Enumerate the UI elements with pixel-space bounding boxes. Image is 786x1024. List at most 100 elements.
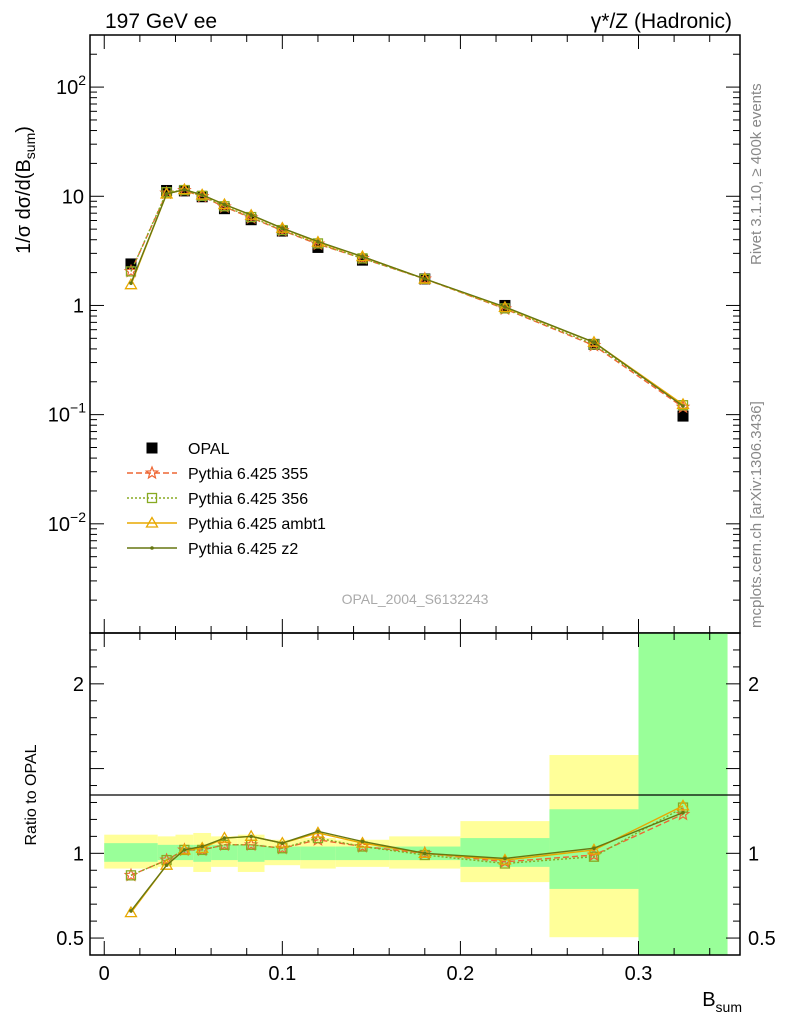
series-1 <box>123 182 691 414</box>
data-point <box>249 213 253 217</box>
ratio-bands <box>104 633 728 955</box>
data-point <box>177 182 192 195</box>
data-point <box>161 184 173 196</box>
data-point <box>503 305 507 309</box>
ratio-marks <box>123 799 691 918</box>
series-4 <box>129 187 685 408</box>
ratio-series-3 <box>129 810 685 913</box>
x-tick-label: 0.1 <box>268 963 296 985</box>
ratio-panel: 0.5 0.5 1 1 2 2 0 0.1 0.2 0.3 Ratio to OPAL Bsum <box>23 632 776 1015</box>
ratio-y-tick-label: 0.5 <box>748 928 776 950</box>
data-point <box>124 905 138 918</box>
series-line <box>130 188 684 407</box>
y-tick-label: 102 <box>56 72 86 99</box>
data-point <box>129 281 133 285</box>
series-line <box>130 188 684 405</box>
stat-uncertainty-band <box>104 843 158 862</box>
data-point <box>280 226 285 231</box>
data-point <box>182 187 187 192</box>
ratio-y-tick-label: 1 <box>748 843 759 865</box>
data-point <box>588 851 600 862</box>
legend-label: Pythia 6.425 355 <box>188 466 308 483</box>
data-point <box>592 340 596 345</box>
data-point <box>129 909 133 913</box>
ratio-y-tick-label: 0.5 <box>56 928 84 950</box>
header-right: γ*/Z (Hadronic) <box>591 10 732 33</box>
legend-label: Pythia 6.425 z2 <box>188 541 298 558</box>
data-point <box>503 856 507 861</box>
series-line <box>130 189 684 408</box>
data-point <box>197 190 208 201</box>
series-0 <box>125 184 689 422</box>
data-point <box>676 799 690 811</box>
series-3 <box>124 182 690 410</box>
data-point <box>144 465 160 480</box>
data-point <box>360 839 365 844</box>
data-point <box>249 834 253 839</box>
mcplots-label: mcplots.cern.ch [arXiv:1306.3436] <box>748 401 765 628</box>
stat-uncertainty-band <box>638 633 728 955</box>
ratio-y-tick-label: 2 <box>748 674 759 696</box>
data-point <box>150 546 154 550</box>
data-point <box>677 400 689 411</box>
x-axis-title: Bsum <box>702 989 742 1015</box>
legend-label: Pythia 6.425 ambt1 <box>188 516 326 533</box>
data-point <box>677 410 689 422</box>
legend-label: OPAL <box>188 441 230 458</box>
y-tick-label: 10−2 <box>48 509 86 536</box>
stat-uncertainty-band <box>300 846 336 861</box>
y-tick-label: 10 <box>62 186 84 208</box>
data-point <box>200 844 204 849</box>
data-point <box>588 338 600 350</box>
data-point <box>592 846 596 851</box>
ratio-y-axis-title: Ratio to OPAL <box>23 744 40 845</box>
rivet-label: Rivet 3.1.10, ≥ 400k events <box>748 83 765 265</box>
main-marks <box>123 182 691 422</box>
watermark-label: OPAL_2004_S6132243 <box>342 591 489 607</box>
data-point <box>244 829 258 842</box>
ratio-axes: 0.5 0.5 1 1 2 2 0 0.1 0.2 0.3 <box>56 633 776 985</box>
data-point <box>316 829 320 834</box>
series-line <box>130 189 684 406</box>
data-point <box>222 836 227 840</box>
data-point <box>146 442 158 454</box>
stat-uncertainty-band <box>237 844 265 862</box>
data-point <box>498 853 512 865</box>
data-point <box>311 235 325 247</box>
series-2 <box>125 184 689 411</box>
x-tick-label: 0 <box>99 963 110 985</box>
y-tick-label: 1 <box>73 295 84 317</box>
x-tick-label: 0.2 <box>447 963 475 985</box>
data-point <box>125 870 137 881</box>
x-tick-label: 0.3 <box>625 963 653 985</box>
stat-uncertainty-band <box>211 844 238 861</box>
data-point <box>360 254 365 259</box>
data-point <box>422 851 427 856</box>
data-point <box>316 239 320 244</box>
header-left: 197 GeV ee <box>105 10 217 33</box>
legend: OPAL Pythia 6.425 355 Pythia 6.425 356 Pyth… <box>127 441 326 558</box>
stat-uncertainty-band <box>460 838 550 867</box>
data-point <box>219 839 230 850</box>
data-point <box>164 863 169 867</box>
data-point <box>422 277 427 281</box>
ratio-frame <box>89 632 741 956</box>
main-y-axis-title: 1/σ dσ/d(Bsum) <box>13 126 38 254</box>
data-point <box>222 202 227 207</box>
main-panel: 10−2 10−1 1 10 102 1/σ dσ/d(Bsum) OPAL_2004_… <box>13 34 741 634</box>
data-point <box>164 192 169 196</box>
ratio-y-tick-label: 1 <box>73 843 84 865</box>
data-point <box>200 193 204 197</box>
ratio-line <box>130 806 684 876</box>
data-point <box>681 404 685 408</box>
main-y-axis: 10−2 10−1 1 10 102 <box>48 34 740 634</box>
data-point <box>124 277 138 290</box>
data-point <box>182 848 187 852</box>
data-point <box>159 858 174 870</box>
stat-uncertainty-band <box>335 846 390 861</box>
ratio-y-tick-label: 2 <box>73 674 84 696</box>
data-point <box>681 810 685 815</box>
data-point <box>280 841 285 845</box>
